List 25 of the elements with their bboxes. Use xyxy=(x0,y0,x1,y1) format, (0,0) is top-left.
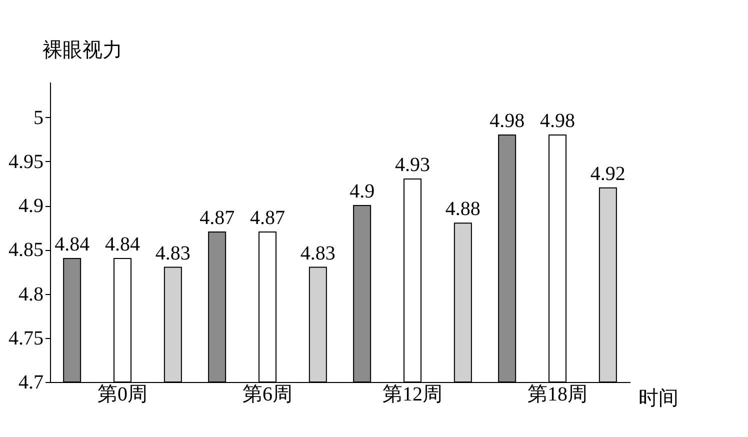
data-label: 4.83 xyxy=(155,242,190,264)
data-label: 4.98 xyxy=(490,110,525,132)
y-axis-title: 裸眼视力 xyxy=(42,40,122,62)
x-tick-label: 第18周 xyxy=(528,384,588,406)
x-axis-title: 时间 xyxy=(638,388,678,410)
y-tick-label: 4.85 xyxy=(8,239,44,262)
data-label: 4.84 xyxy=(54,233,90,256)
y-tick-label: 4.9 xyxy=(18,195,44,218)
data-label: 4.92 xyxy=(590,162,626,185)
data-label: 4.98 xyxy=(540,110,575,132)
data-label: 4.83 xyxy=(300,242,336,264)
x-tick-label: 第12周 xyxy=(382,384,442,406)
y-tick-label: 4.8 xyxy=(18,283,44,306)
data-label: 4.87 xyxy=(250,207,285,229)
data-label: 4.9 xyxy=(350,180,375,203)
y-tick-label: 4.95 xyxy=(8,150,44,173)
y-tick-label: 5 xyxy=(34,106,44,129)
data-label: 4.84 xyxy=(105,233,140,256)
y-tick-label: 4.75 xyxy=(8,327,44,350)
y-tick-label: 4.7 xyxy=(18,372,44,394)
data-label: 4.87 xyxy=(200,207,235,229)
data-label: 4.93 xyxy=(395,154,430,176)
x-tick-label: 第0周 xyxy=(98,384,148,406)
data-label: 4.88 xyxy=(445,198,480,220)
x-tick-label: 第6周 xyxy=(242,384,292,406)
